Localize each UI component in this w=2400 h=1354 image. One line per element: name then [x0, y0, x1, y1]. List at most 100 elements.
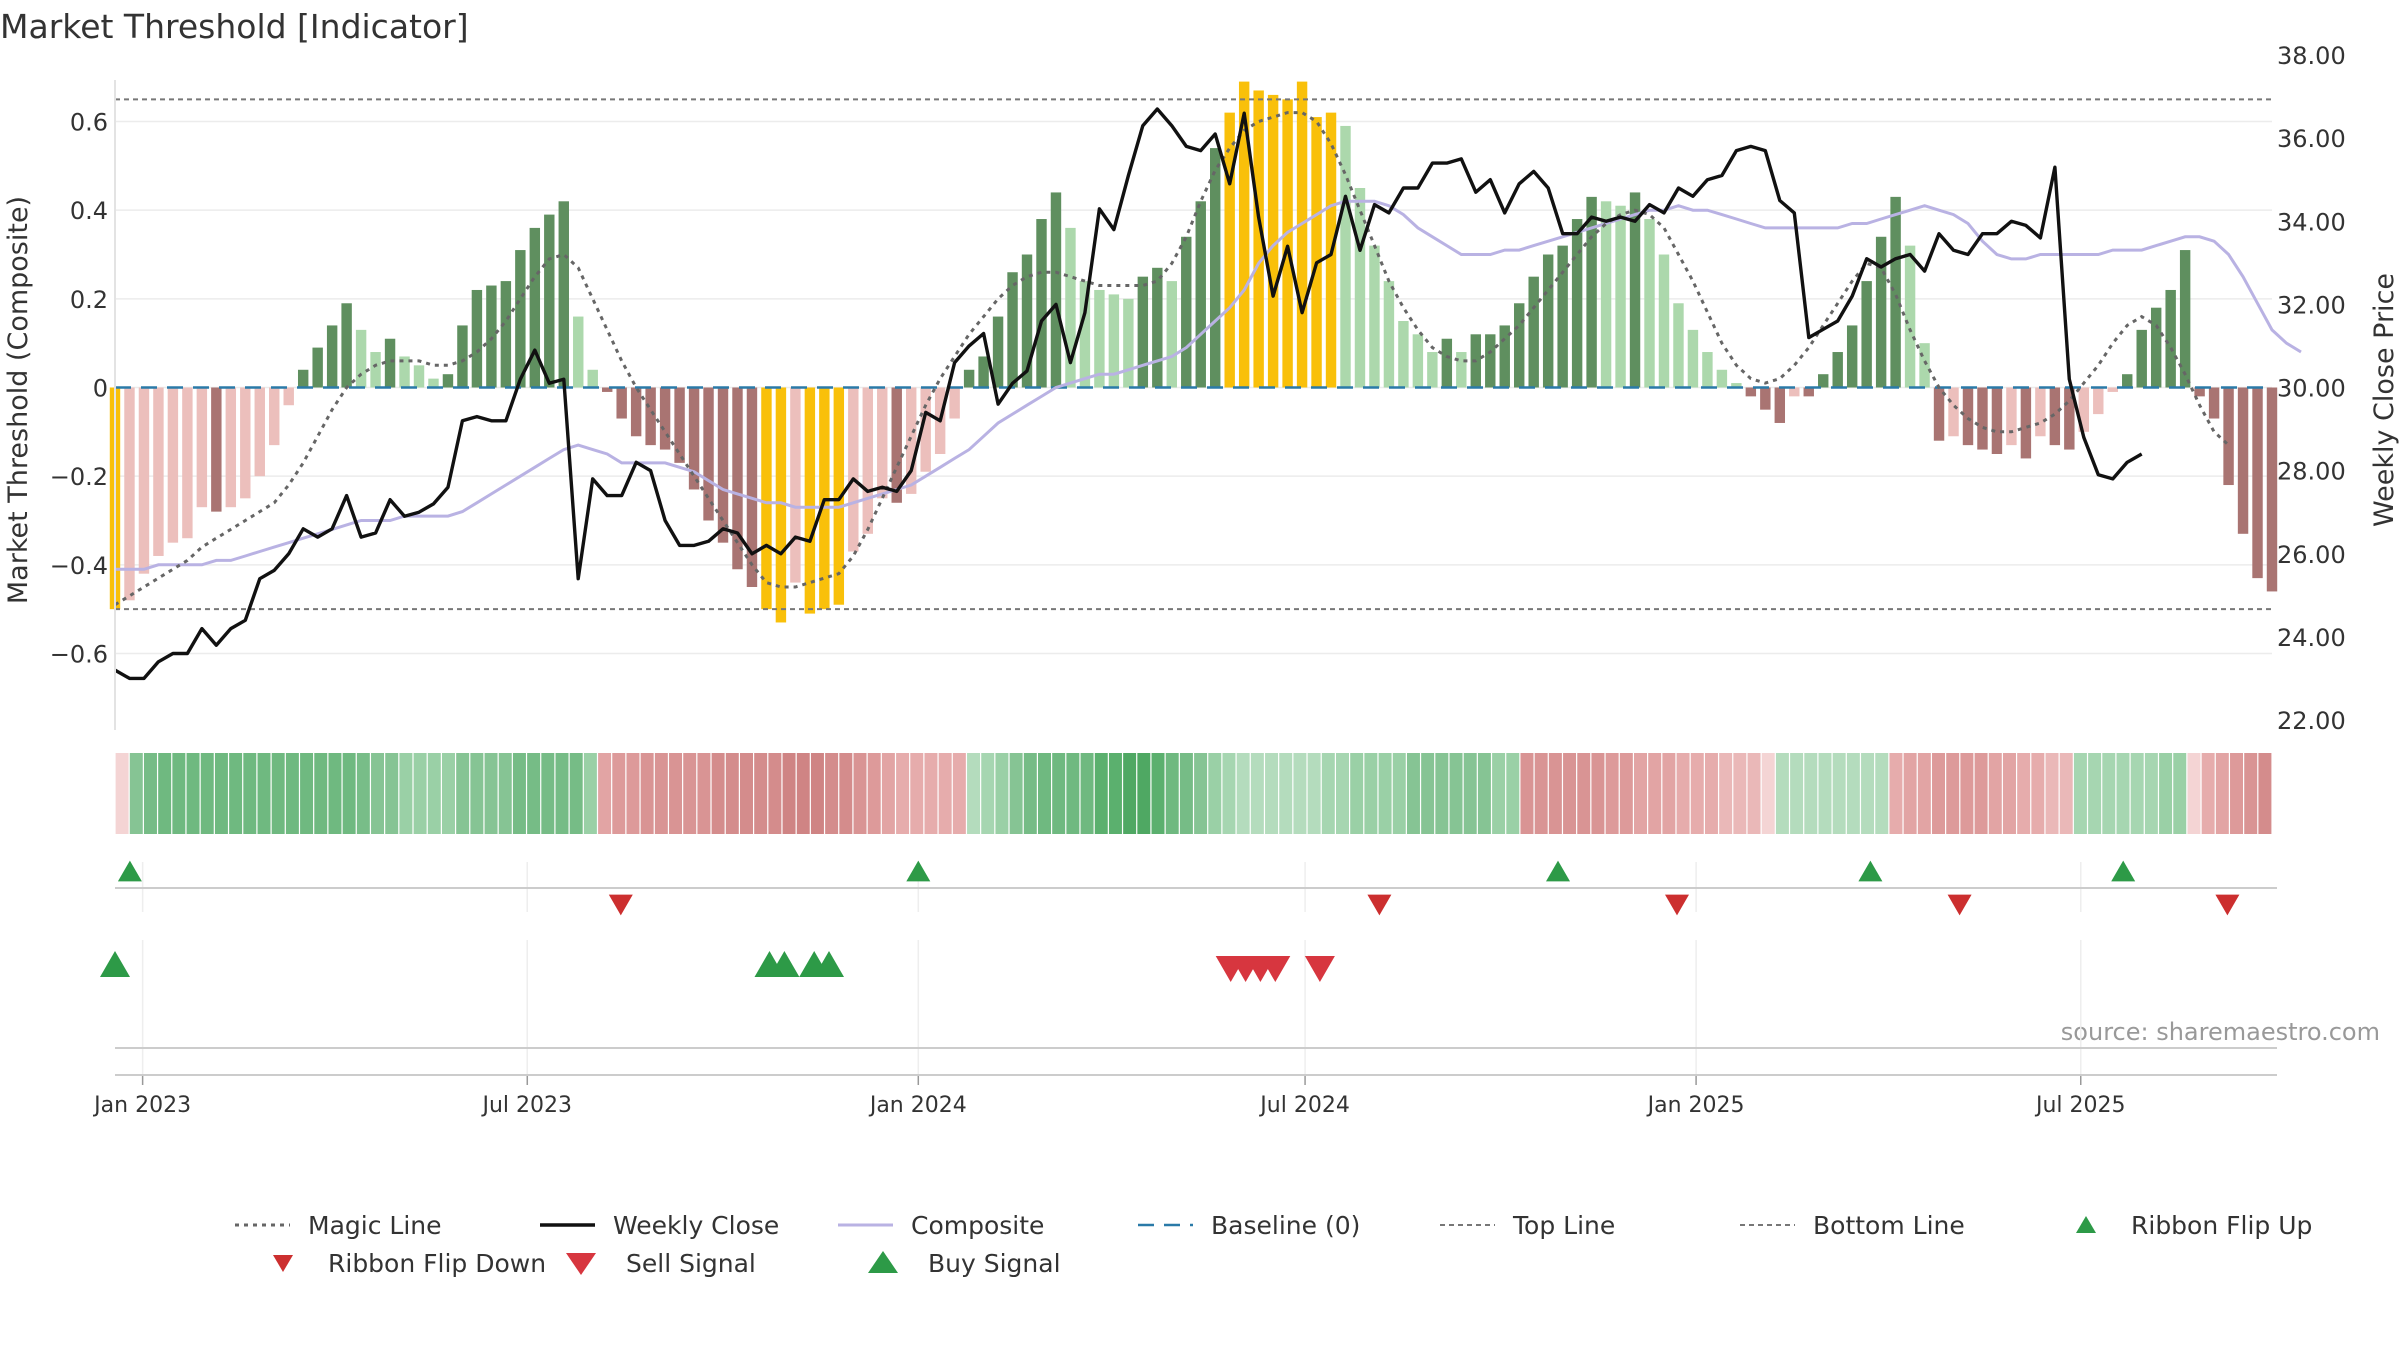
ribbon-cell — [1917, 753, 1931, 834]
composite-bar — [2266, 387, 2278, 592]
ribbon-cell — [1832, 753, 1846, 834]
composite-bar — [1977, 387, 1988, 450]
ribbon-cell — [867, 753, 881, 834]
composite-bar — [2165, 289, 2176, 388]
composite-bar — [1875, 236, 1887, 388]
y-tick-label-right: 24.00 — [2277, 624, 2346, 652]
composite-bar — [240, 387, 251, 499]
composite-bar — [211, 387, 222, 512]
legend-item: Composite — [838, 1211, 1044, 1240]
ribbon-cell — [115, 753, 129, 834]
ribbon-cell — [910, 753, 924, 834]
ribbon-cell — [342, 753, 356, 834]
ribbon-cell — [995, 753, 1009, 834]
composite-bar — [341, 303, 352, 388]
legend-label: Composite — [911, 1211, 1044, 1240]
composite-bar — [688, 387, 700, 490]
ribbon-cell — [1236, 753, 1250, 834]
ribbon-cell — [1392, 753, 1406, 834]
legend-item: Buy Signal — [868, 1249, 1061, 1278]
ribbon-cell — [1350, 753, 1364, 834]
legend-label: Weekly Close — [613, 1211, 779, 1240]
ribbon-cell — [1534, 753, 1548, 834]
composite-bar — [1774, 387, 1786, 423]
composite-bars — [109, 81, 2278, 623]
composite-bar — [2093, 387, 2104, 415]
legend-label: Sell Signal — [626, 1249, 756, 1278]
ribbon-cell — [1250, 753, 1264, 834]
composite-bar — [978, 356, 989, 388]
composite-bar — [384, 338, 396, 388]
ribbon-cell — [1520, 753, 1534, 834]
ribbon-cell — [243, 753, 257, 834]
ribbon-cell — [669, 753, 683, 834]
composite-bar — [529, 227, 541, 388]
composite-bar — [1687, 329, 1699, 388]
ribbon-cell — [2215, 753, 2229, 834]
ribbon-cell — [2102, 753, 2116, 834]
ribbon-cell — [1307, 753, 1321, 834]
ribbon-cell — [1974, 753, 1988, 834]
composite-bar — [1267, 94, 1279, 388]
composite-bar — [891, 387, 902, 503]
ribbon-cell — [2130, 753, 2144, 834]
ribbon-cell — [583, 753, 597, 834]
composite-bar — [413, 365, 425, 388]
ribbon-cell — [1903, 753, 1917, 834]
composite-bar — [1557, 245, 1568, 388]
composite-bar — [1933, 387, 1945, 441]
composite-bar — [703, 387, 714, 521]
y-tick-label-right: 26.00 — [2277, 541, 2346, 569]
composite-bar — [1485, 334, 1496, 388]
composite-bar — [254, 387, 265, 477]
y-tick-label-right: 28.00 — [2277, 458, 2346, 486]
ribbon-cell — [385, 753, 399, 834]
composite-bar — [1499, 325, 1510, 388]
ribbon-cell — [1563, 753, 1577, 834]
composite-bar — [1542, 254, 1554, 388]
ribbon-cell — [328, 753, 342, 834]
ribbon-cell — [300, 753, 314, 834]
y-tick-label-left: −0.2 — [50, 463, 108, 491]
legend-label: Ribbon Flip Down — [328, 1249, 546, 1278]
ribbon-cell — [555, 753, 569, 834]
composite-bar — [1702, 352, 1713, 388]
composite-bar — [630, 387, 642, 437]
composite-bar — [616, 387, 627, 419]
ribbon-cell — [1591, 753, 1605, 834]
chart-title: Market Threshold [Indicator] — [0, 7, 469, 46]
legend-swatch-flip-down — [273, 1255, 293, 1272]
ribbon-cell — [711, 753, 725, 834]
ribbon-cell — [952, 753, 966, 834]
x-tick-label: Jan 2024 — [868, 1093, 967, 1118]
ribbon-cell — [1463, 753, 1477, 834]
ribbon-cell — [1080, 753, 1094, 834]
ribbon-cell — [569, 753, 583, 834]
legend-swatch-flip-up — [2076, 1216, 2096, 1233]
composite-bar — [1123, 298, 1134, 388]
ribbon-cell — [285, 753, 299, 834]
ribbon-cell — [1449, 753, 1463, 834]
ribbon-cell — [314, 753, 328, 834]
composite-bar — [1181, 236, 1192, 388]
ribbon-cell — [1634, 753, 1648, 834]
ribbon-cell — [640, 753, 654, 834]
y-tick-label-right: 32.00 — [2277, 291, 2346, 319]
composite-bar — [2020, 387, 2032, 459]
composite-bar — [1586, 196, 1597, 388]
ribbon-cell — [1946, 753, 1960, 834]
composite-bar — [500, 281, 512, 388]
ribbon-cell — [2116, 753, 2130, 834]
y-tick-label-left: 0.6 — [70, 109, 108, 137]
ribbon-flip-up-marker — [1858, 860, 1883, 882]
ribbon-cell — [399, 753, 413, 834]
composite-bar — [1441, 338, 1453, 388]
ribbon-cell — [1137, 753, 1151, 834]
composite-bar — [1846, 325, 1858, 388]
composite-bar — [674, 387, 685, 463]
x-tick-label: Jan 2025 — [1646, 1093, 1745, 1118]
ribbon-cell — [527, 753, 541, 834]
ribbon-cell — [1577, 753, 1591, 834]
ribbon-cell — [229, 753, 243, 834]
legend-label: Magic Line — [308, 1211, 442, 1240]
